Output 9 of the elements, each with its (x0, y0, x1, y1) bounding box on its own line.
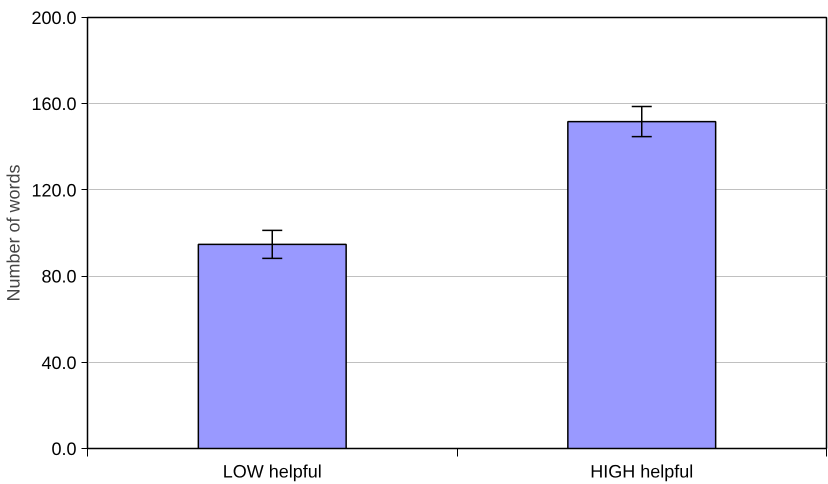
y-axis-title: Number of words (3, 164, 24, 302)
x-tick-label: HIGH helpful (590, 462, 694, 482)
y-tick-label: 40.0 (41, 352, 77, 373)
x-tick-label: LOW helpful (222, 462, 322, 482)
y-tick-label: 200.0 (31, 8, 77, 28)
y-tick-label: 0.0 (51, 439, 77, 459)
y-tick-label: 160.0 (31, 94, 77, 114)
y-tick-label: 80.0 (41, 266, 77, 287)
y-tick-label: 120.0 (31, 180, 77, 200)
